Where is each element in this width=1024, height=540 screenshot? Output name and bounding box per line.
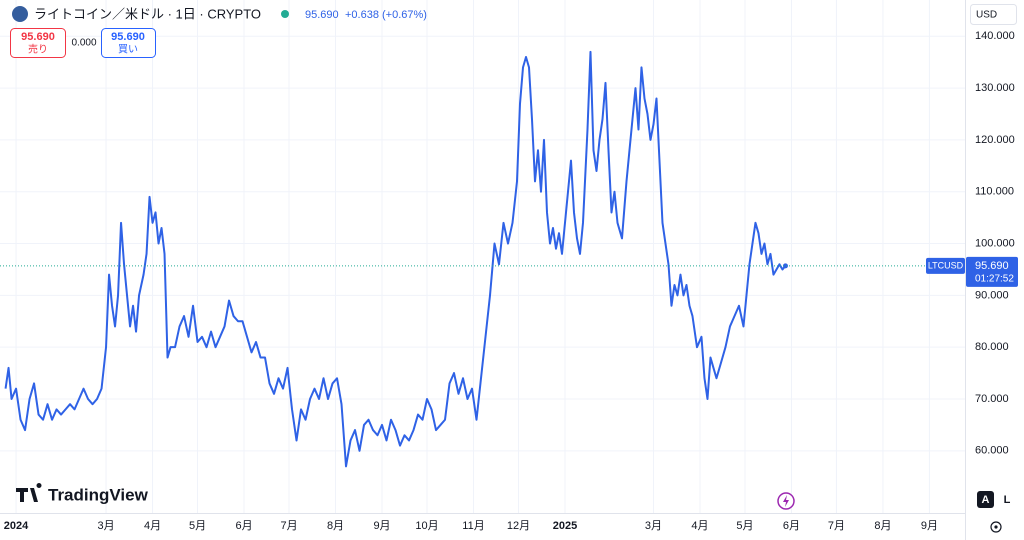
x-tick-label: 7月 (828, 520, 845, 532)
symbol-label-box (926, 257, 965, 274)
x-tick-label: 3月 (645, 520, 662, 532)
buy-label: 買い (118, 44, 138, 56)
last-point (782, 263, 788, 269)
currency: USD (976, 10, 997, 21)
branding: TradingView (48, 485, 149, 504)
auto-scale-button[interactable] (977, 491, 994, 508)
sell-label: 売り (28, 43, 48, 56)
x-tick-label: 12月 (507, 520, 530, 532)
auto-scale-label: A (982, 494, 990, 506)
y-tick-label: 70.000 (975, 393, 1009, 405)
sell-button[interactable] (10, 28, 66, 58)
x-tick-label: 7月 (280, 520, 297, 532)
x-tick-label: 9月 (921, 520, 938, 532)
x-tick-label: 8月 (874, 520, 891, 532)
events-bolt (783, 495, 789, 507)
settings-icon-dot (994, 525, 998, 529)
currency-button[interactable] (970, 4, 1017, 25)
buy-price: 95.690 (111, 31, 145, 43)
settings-icon[interactable] (990, 521, 1002, 533)
header-change: +0.638 (+0.67%) (345, 9, 427, 21)
x-tick-label: 2025 (553, 520, 577, 532)
y-tick-label: 100.000 (975, 237, 1015, 249)
x-tick-label: 11月 (462, 520, 484, 532)
y-tick-label: 130.000 (975, 82, 1015, 94)
x-tick-label: 4月 (691, 520, 708, 532)
header-price: 95.690 (305, 9, 339, 21)
market-status (281, 10, 289, 18)
countdown: 01:27:52 (975, 274, 1014, 285)
x-tick-label: 4月 (144, 520, 161, 532)
x-tick-label: 9月 (373, 520, 390, 532)
symbol-label: LTCUSD (928, 260, 964, 270)
x-tick-label: 5月 (189, 520, 206, 532)
y-tick-label: 90.000 (975, 289, 1009, 301)
y-tick-label: 60.000 (975, 445, 1009, 457)
x-tick-label: 8月 (327, 520, 344, 532)
grid (0, 0, 965, 513)
spread: 0.000 (71, 38, 96, 49)
buy-button[interactable] (101, 28, 156, 58)
plot (0, 50, 965, 468)
x-tick-label: 10月 (415, 520, 438, 532)
symbol-title[interactable]: ライトコイン／米ドル · 1日 · CRYPTO (34, 6, 261, 21)
y-tick-label: 80.000 (975, 341, 1009, 353)
price-line (4, 50, 787, 468)
price-label-box (966, 256, 1018, 287)
x-tick-label: 6月 (783, 520, 800, 532)
log-scale-label[interactable]: L (1004, 494, 1011, 506)
x-tick-label: 6月 (235, 520, 252, 532)
y-tick-label: 110.000 (975, 186, 1014, 198)
price-label: 95.690 (975, 260, 1009, 272)
x-tick-label: 3月 (97, 520, 114, 532)
sell-price: 95.690 (21, 31, 55, 43)
x-tick-label: 2024 (4, 520, 29, 532)
x-tick-label: 5月 (736, 520, 753, 532)
brand-logo (16, 483, 42, 502)
y-tick-label: 140.000 (975, 30, 1015, 42)
y-tick-label: 120.000 (975, 134, 1015, 146)
symbol-logo (12, 6, 28, 22)
